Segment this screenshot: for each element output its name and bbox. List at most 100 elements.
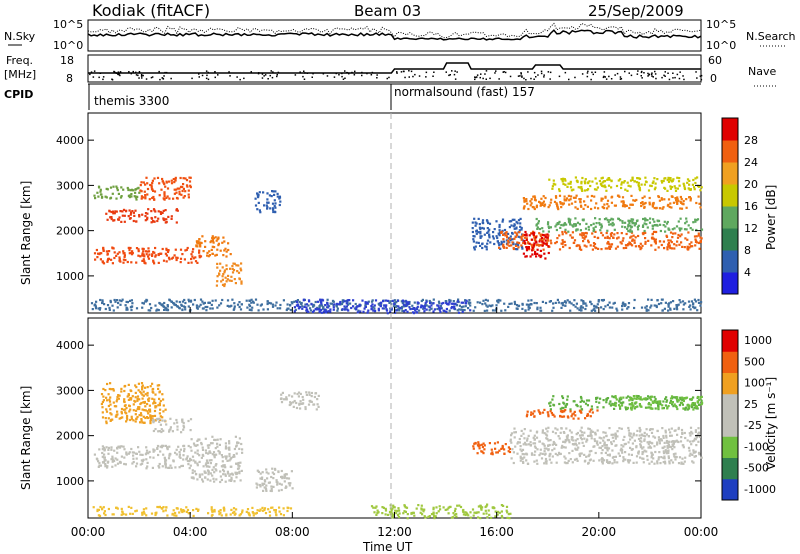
data-mark-region-4 [259,472,262,475]
data-mark-region-14 [649,184,652,187]
data-mark-region-9 [578,454,582,458]
data-mark-region-9 [604,451,607,454]
nave-point [102,78,104,81]
data-mark-region-11 [563,410,566,413]
data-mark-region-7 [541,300,544,303]
data-mark-region-6 [252,514,255,517]
data-mark-region-1 [205,462,208,465]
data-mark-region-9 [596,440,599,443]
data-mark-region-7 [239,308,243,311]
data-mark-region-11 [522,197,525,200]
data-mark-region-1 [216,248,219,251]
data-mark-region-7 [458,304,462,307]
data-mark-region-7 [572,304,575,307]
nave-point [335,72,337,75]
data-mark-region-7 [482,299,485,302]
data-mark-region-10 [633,239,636,242]
data-mark-region-10 [592,244,595,247]
data-mark-region-9 [611,456,614,459]
data-mark-region-7 [130,305,133,308]
data-mark-region-12 [564,228,567,231]
data-mark-region-6 [254,204,258,207]
data-mark-region-9 [662,450,665,453]
data-mark-region-4 [271,471,274,474]
data-mark-region-7 [536,306,539,309]
data-mark-region-7 [285,308,288,312]
nave-point [530,77,532,80]
data-mark-region-10 [561,230,564,234]
data-mark-region-8 [322,310,326,313]
data-mark-region-7 [101,299,104,302]
data-mark-region-0 [165,260,168,263]
data-mark-region-2 [105,420,108,423]
data-mark-region-7 [196,307,199,310]
data-mark-region-1 [218,452,221,455]
data-mark-region-7 [109,299,112,302]
data-mark-region-9 [666,446,669,449]
data-mark-region-7 [192,303,195,306]
nave-point [616,72,619,75]
data-mark-region-8 [496,451,499,454]
data-mark-region-12 [629,228,632,231]
x-tick-label: 12:00 [377,525,412,539]
data-mark-region-2 [112,389,115,392]
data-mark-region-9 [691,432,694,435]
data-mark-region-2 [100,402,103,406]
data-mark-region-9 [571,449,574,452]
data-mark-region-7 [422,307,425,310]
data-mark-region-9 [541,429,544,432]
data-mark-region-0 [183,447,186,450]
data-mark-region-1 [206,251,209,254]
data-mark-region-3 [110,218,113,221]
data-mark-region-3 [106,218,109,221]
data-mark-region-7 [689,308,692,311]
data-mark-region-2 [153,414,157,417]
data-mark-region-14 [650,184,653,188]
nave-point [547,71,550,73]
data-mark-region-0 [145,446,148,449]
data-mark-region-9 [665,436,668,439]
data-mark-region-2 [151,415,154,418]
data-mark-region-14 [631,176,634,180]
nave-point [651,72,653,74]
data-mark-region-9 [563,431,566,434]
nave-point [198,73,200,75]
data-mark-region-12 [665,222,669,225]
data-mark-region-8 [343,308,346,311]
data-mark-region-7 [582,302,585,305]
data-mark-region-9 [627,426,630,430]
data-mark-region-12 [624,221,627,224]
data-mark-region-10 [575,403,578,407]
data-mark-region-1 [208,465,211,468]
data-mark-region-13 [532,244,536,247]
data-mark-region-11 [539,412,542,415]
data-mark-region-9 [657,438,661,441]
data-mark-region-7 [449,299,452,302]
nave-point [294,74,297,76]
data-mark-region-9 [588,434,591,437]
data-mark-region-1 [196,241,199,244]
data-mark-region-1 [219,480,222,484]
data-mark-region-4 [165,196,168,199]
data-mark-region-2 [144,409,147,412]
data-mark-region-10 [616,237,619,240]
data-mark-region-14 [692,178,695,182]
data-mark-region-7 [488,513,491,516]
data-mark-region-6 [164,509,167,512]
data-mark-region-11 [570,415,573,418]
data-mark-region-9 [486,242,489,245]
data-mark-region-4 [180,193,183,196]
data-mark-region-0 [164,460,167,464]
data-mark-region-9 [668,445,671,448]
data-mark-region-9 [500,240,503,243]
data-mark-region-0 [123,456,126,459]
data-mark-region-7 [176,305,179,308]
data-mark-region-3 [112,212,115,215]
data-mark-region-9 [538,454,541,457]
data-mark-region-11 [623,205,627,208]
data-mark-region-4 [277,470,280,474]
data-mark-region-5 [315,408,318,411]
data-mark-region-11 [689,197,692,200]
data-mark-region-0 [124,258,127,262]
